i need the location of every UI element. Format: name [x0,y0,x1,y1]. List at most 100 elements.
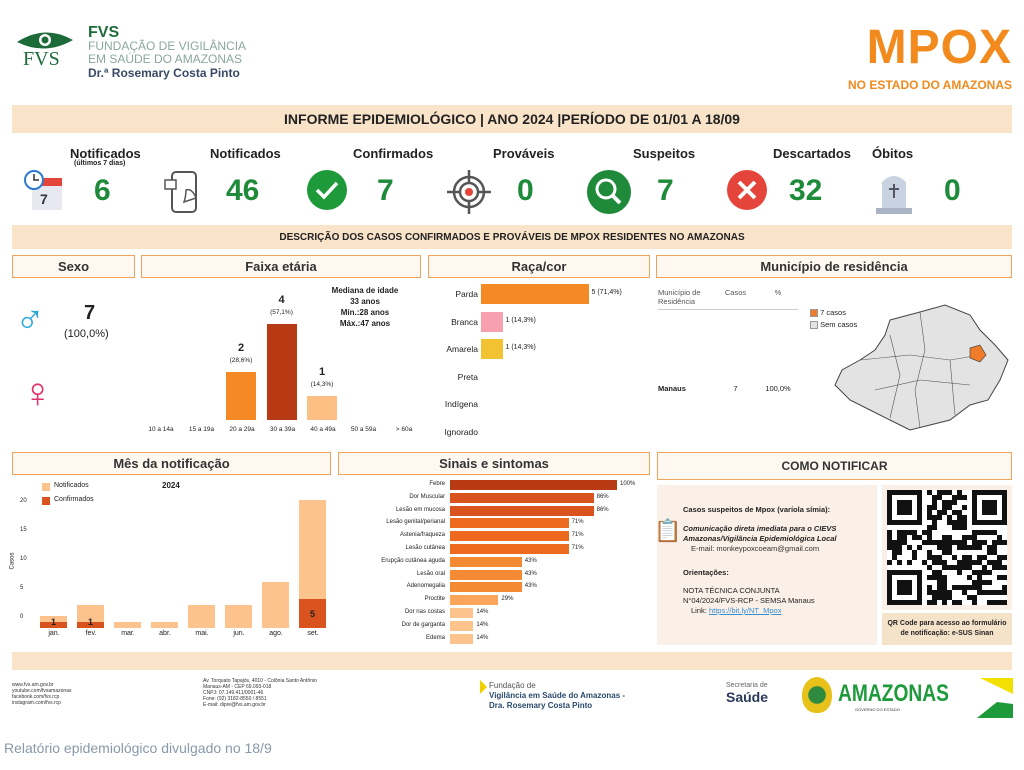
stat-value: 46 [226,174,260,207]
y-tick-label: 0 [20,614,24,620]
footer-web[interactable]: www.fvs.am.gov.br [12,682,54,688]
symptom-pct: 14% [476,621,489,628]
page-subtitle: NO ESTADO DO AMAZONAS [848,78,1012,92]
legend-label: Confirmados [54,496,94,503]
symptom-pct: 14% [476,634,489,641]
qr-code[interactable] [882,485,1012,610]
section-mes: Mês da notificação [12,452,331,475]
nota-link[interactable]: https://bit.ly/NT_Mpox [708,606,782,615]
footer-youtube[interactable]: youtube.com/fvsamazonas [12,688,72,694]
age-bar [226,372,256,420]
stat-value: 0 [944,174,961,207]
symptom-label: Edema [425,634,445,641]
y-tick-label: 20 [20,498,27,504]
age-bar [307,396,337,420]
symptom-pct: 86% [596,493,609,500]
org-short: FVS [88,24,120,41]
symptom-label: Lesão em mucosa [395,506,445,513]
target-icon [445,168,493,221]
legend-cases: 7 casos [810,307,857,319]
amazonas-map [834,304,1009,431]
footer-instagram[interactable]: instagram.com/fvs.rcp [12,700,61,706]
notify-email[interactable]: E-mail: monkeypoxcoeam@gmail.com [691,544,820,553]
race-label: Ignorado [444,426,478,437]
symptom-pct: 29% [501,596,514,603]
stat-label: Notificados [210,146,281,161]
y-axis-label: Casos [9,552,16,570]
month-tick-label: ago. [269,630,283,637]
svg-text:7: 7 [40,191,48,207]
symptom-label: Dor nas costas [404,609,445,615]
age-bar-pct: (14,3%) [310,381,334,388]
col-casos: Casos [724,288,747,297]
legend-label: Notificados [54,482,89,489]
month-tick-label: mar. [121,630,135,637]
symptom-bar [450,620,474,631]
caption: Relatório epidemiológico divulgado no 18… [4,740,272,756]
nota-tecnica-2: N°04/2024/FVS-RCP - SEMSA Manaus [683,596,815,605]
footer-city: Manaus-AM - CEP 69.093-018 [203,684,272,690]
col-municipio: Município de Residência [658,288,701,306]
confirmed-bar [299,599,326,628]
month-tick-label: jun. [233,630,245,637]
footer-band [12,652,1012,670]
col-pct: % [774,288,782,297]
stat-label: Prováveis [493,146,555,161]
symptom-pct: 71% [571,519,584,526]
symptom-pct: 43% [524,557,537,564]
description-banner: DESCRIÇÃO DOS CASOS CONFIRMADOS E PROVÁV… [12,225,1012,249]
stat-value: 7 [657,174,674,207]
section-sexo: Sexo [12,255,135,278]
phone-notification-icon [162,168,206,221]
fvs-arrow-icon [480,680,487,694]
magnifier-icon [585,168,633,221]
stat-óbitos: Óbitos 0 [872,140,1012,215]
age-tick-label: 20 a 29a [229,426,255,433]
symptom-bar [450,556,522,567]
amazonas-logo: AMAZONAS [838,680,949,707]
chart-title: 2024 [162,481,180,490]
stat-notificados: Notificados 46 [162,140,302,215]
confirmed-bar-label: 1 [87,617,93,628]
symptom-pct: 43% [524,583,537,590]
stat-label: Óbitos [872,146,914,161]
fvs-logo: FVS [15,28,75,73]
section-faixa-etaria: Faixa etária [141,255,421,278]
stat-suspeitos: Suspeitos 7 [585,140,725,215]
secretaria-label: Secretaria de [726,682,768,689]
nota-tecnica-1: NOTA TÉCNICA CONJUNTA [683,586,780,595]
section-raca-cor: Raça/cor [428,255,650,278]
stat-label: Descartados [773,146,852,161]
logo-text: FVS [23,48,60,70]
race-bar-label: 1 (14,3%) [505,344,536,351]
footer-facebook[interactable]: facebook.com/fvs.rcp [12,694,60,700]
row-casos: 7 [733,384,738,393]
age-tick-label: > 60a [395,426,413,433]
symptom-pct: 100% [620,481,636,487]
notified-bar [262,581,289,628]
symptom-bar [450,595,499,606]
stat-sublabel: (últimos 7 dias) [74,160,126,167]
y-tick-label: 5 [20,585,24,591]
symptom-pct: 43% [524,570,537,577]
communication-2: Amazonas/Vigilância Epidemiológica Local [683,534,837,543]
footer-phone: Fone: (92) 3182-8550 / 8551 [203,696,267,702]
link-label: Link: [691,606,707,615]
symptom-pct: 86% [596,506,609,513]
org-name-3: Dr.ª Rosemary Costa Pinto [88,66,240,80]
month-tick-label: set. [307,630,319,637]
legend-swatch [42,483,50,491]
symptom-label: Febre [429,481,445,487]
section-sinais: Sinais e sintomas [338,452,650,475]
stat-value: 0 [517,174,534,207]
stat-label: Suspeitos [633,146,696,161]
symptom-label: Dor de garganta [401,621,445,628]
stat-value: 32 [789,174,823,207]
symptom-label: Lesão cutânea [405,545,445,551]
race-label: Branca [451,316,478,327]
footer-fvs-3: Dra. Rosemary Costa Pinto [489,701,593,710]
legend-none-label: Sem casos [820,320,858,329]
min-age: Mín.:28 anos [340,308,390,317]
confirmed-bar-label: 5 [309,609,315,619]
clipboard-question-icon: 📋 [654,518,682,543]
